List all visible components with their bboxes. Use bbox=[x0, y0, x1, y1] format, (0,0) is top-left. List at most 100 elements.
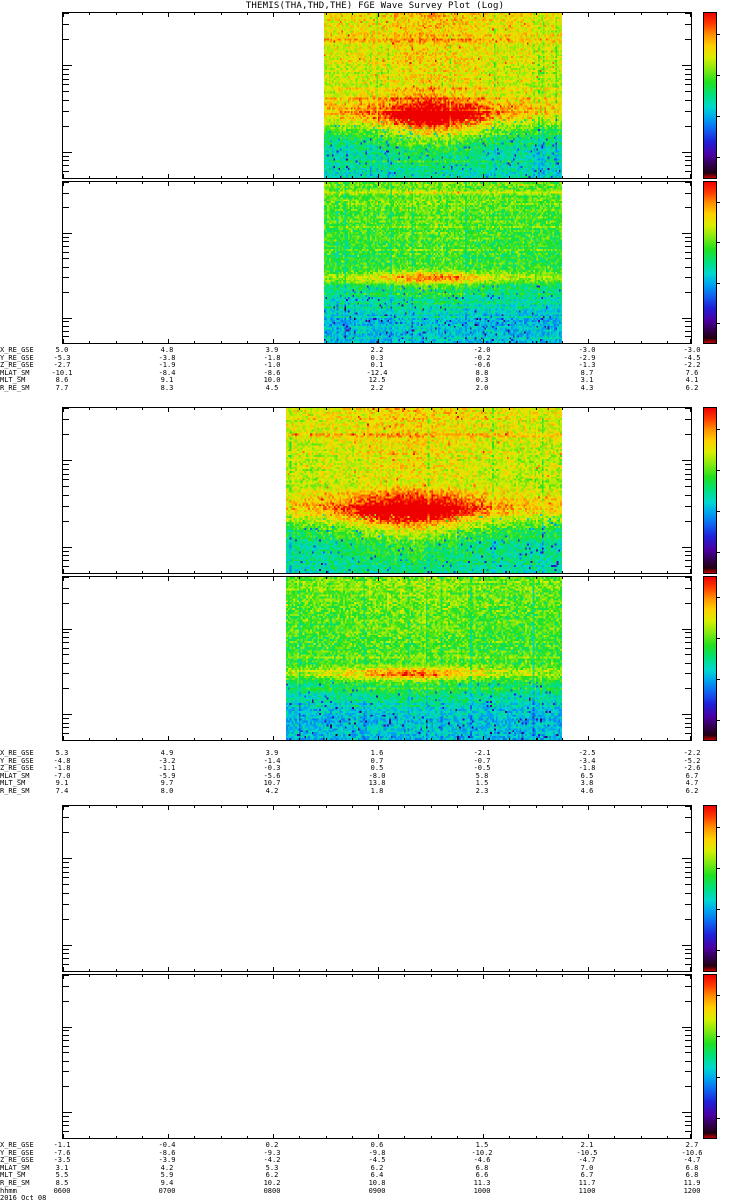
x-axis-minor-tick bbox=[352, 975, 353, 977]
x-axis-minor-tick bbox=[221, 738, 222, 740]
y-axis-tick bbox=[685, 560, 691, 561]
x-axis-minor-tick bbox=[404, 182, 405, 184]
y-axis-tick bbox=[63, 24, 69, 25]
y-axis-tick bbox=[63, 817, 69, 818]
colorbar-tick bbox=[716, 1118, 720, 1119]
x-axis-minor-tick bbox=[142, 738, 143, 740]
annotation-value: 1.5 bbox=[475, 779, 489, 788]
annotation-value: 10.7 bbox=[263, 779, 281, 788]
annotation-row-label: MLT_SM bbox=[0, 779, 26, 788]
x-axis-minor-tick bbox=[142, 806, 143, 808]
annotation-value: -3.4 bbox=[578, 756, 596, 765]
annotation-value: -0.6 bbox=[473, 361, 491, 370]
x-axis-minor-tick bbox=[641, 975, 642, 977]
x-axis-minor-tick bbox=[614, 13, 615, 15]
x-axis-minor-tick bbox=[509, 806, 510, 808]
y-axis-tick bbox=[63, 267, 69, 268]
x-axis-minor-tick bbox=[404, 571, 405, 573]
y-axis-tick bbox=[685, 971, 691, 972]
x-axis-tick bbox=[588, 806, 589, 810]
y-axis-tick bbox=[685, 343, 691, 344]
x-axis-tick bbox=[690, 967, 691, 971]
x-axis-minor-tick bbox=[667, 577, 668, 579]
y-axis-tick bbox=[685, 1131, 691, 1132]
x-axis-minor-tick bbox=[326, 1136, 327, 1138]
x-axis-minor-tick bbox=[352, 571, 353, 573]
y-axis-tick bbox=[63, 1125, 69, 1126]
y-axis-tick bbox=[63, 521, 69, 522]
x-axis-minor-tick bbox=[404, 13, 405, 15]
x-axis-minor-tick bbox=[352, 577, 353, 579]
x-axis-tick bbox=[588, 339, 589, 343]
x-axis-minor-tick bbox=[247, 577, 248, 579]
x-axis-minor-tick bbox=[536, 738, 537, 740]
x-axis-minor-tick bbox=[614, 806, 615, 808]
x-axis-minor-tick bbox=[509, 571, 510, 573]
annotation-value: 4.7 bbox=[685, 779, 699, 788]
annotation-value: 6.2 bbox=[370, 1163, 384, 1172]
x-axis-minor-tick bbox=[221, 408, 222, 410]
time-tick-label: 1000 bbox=[473, 1186, 491, 1195]
annotation-value: 1.6 bbox=[370, 749, 384, 757]
annotation-value: -0.3 bbox=[263, 764, 281, 773]
x-axis-minor-tick bbox=[247, 975, 248, 977]
x-axis-minor-tick bbox=[299, 341, 300, 343]
y-axis-tick bbox=[63, 321, 69, 322]
x-axis-tick bbox=[168, 174, 169, 178]
time-tick-label: 1200 bbox=[683, 1186, 701, 1195]
y-axis-tick bbox=[63, 292, 69, 293]
x-axis-minor-tick bbox=[116, 408, 117, 410]
y-axis-tick bbox=[63, 1121, 69, 1122]
x-axis-tick bbox=[273, 174, 274, 178]
annotation-value: 3.1 bbox=[580, 376, 594, 385]
annotation-value: 6.4 bbox=[370, 1171, 384, 1180]
annotation-value: -9.8 bbox=[368, 1148, 386, 1157]
x-axis-minor-tick bbox=[89, 1136, 90, 1138]
annotation-row-label: X_RE_GSE bbox=[0, 749, 34, 757]
x-axis-minor-tick bbox=[457, 408, 458, 410]
y-axis-tick bbox=[685, 237, 691, 238]
colorbar-tick bbox=[716, 1036, 720, 1037]
x-axis-minor-tick bbox=[89, 182, 90, 184]
x-axis-tick bbox=[483, 967, 484, 971]
y-axis-tick bbox=[63, 648, 69, 649]
y-axis-tick bbox=[63, 723, 69, 724]
y-axis-tick bbox=[685, 884, 691, 885]
annotation-value: -2.0 bbox=[473, 346, 491, 354]
x-axis-minor-tick bbox=[194, 806, 195, 808]
colorbar-tick bbox=[716, 638, 720, 639]
x-axis-minor-tick bbox=[352, 738, 353, 740]
x-axis-tick bbox=[483, 806, 484, 810]
x-axis-minor-tick bbox=[562, 577, 563, 579]
y-axis-tick bbox=[685, 160, 691, 161]
y-axis-tick bbox=[685, 551, 691, 552]
annotation-value: 2.7 bbox=[685, 1141, 699, 1149]
x-axis-minor-tick bbox=[299, 806, 300, 808]
x-axis-minor-tick bbox=[299, 408, 300, 410]
x-axis-tick bbox=[378, 806, 379, 810]
x-axis-tick bbox=[690, 339, 691, 343]
annotation-value: -2.7 bbox=[53, 361, 71, 370]
y-axis-tick bbox=[682, 547, 691, 548]
annotation-value: 8.8 bbox=[475, 368, 489, 377]
x-axis-minor-tick bbox=[667, 969, 668, 971]
x-axis-minor-tick bbox=[641, 1136, 642, 1138]
annotation-row-label: MLAT_SM bbox=[0, 771, 30, 780]
x-axis-minor-tick bbox=[509, 975, 510, 977]
x-axis-minor-tick bbox=[536, 182, 537, 184]
y-axis-tick bbox=[685, 1125, 691, 1126]
y-axis-tick bbox=[685, 207, 691, 208]
colorbar-tick bbox=[716, 157, 720, 158]
x-axis-minor-tick bbox=[194, 341, 195, 343]
y-axis-tick bbox=[63, 603, 69, 604]
colorbar-tick bbox=[716, 429, 720, 430]
colorbar-tick bbox=[716, 470, 720, 471]
annotation-value: -1.9 bbox=[158, 361, 176, 370]
annotation-row-label: Y_RE_GSE bbox=[0, 756, 34, 765]
y-axis-tick bbox=[685, 642, 691, 643]
y-axis-tick bbox=[63, 171, 69, 172]
y-axis-tick bbox=[685, 292, 691, 293]
x-axis-tick bbox=[168, 182, 169, 186]
annotation-row-label: Z_RE_GSE bbox=[0, 764, 34, 773]
y-axis-tick bbox=[63, 806, 69, 807]
